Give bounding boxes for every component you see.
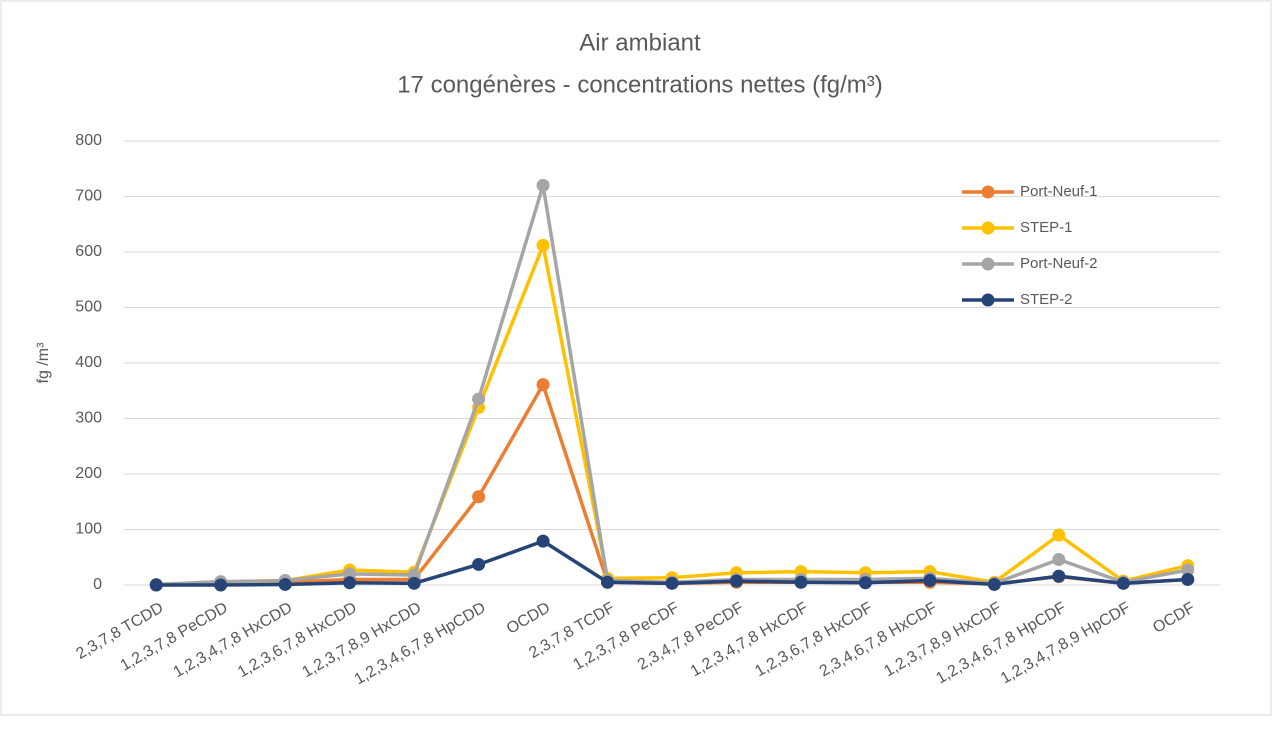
data-point: [536, 178, 550, 192]
data-point: [858, 576, 872, 590]
data-point: [343, 576, 357, 590]
y-tick-label: 0: [93, 576, 102, 593]
legend-marker: [981, 221, 995, 235]
data-point: [472, 557, 486, 571]
legend-marker: [981, 257, 995, 271]
data-point: [923, 574, 937, 588]
data-point: [987, 577, 1001, 591]
y-tick-label: 600: [75, 243, 102, 260]
data-point: [536, 378, 550, 392]
y-tick-label: 100: [75, 521, 102, 538]
legend-label: Port-Neuf-1: [1020, 183, 1098, 200]
data-point: [472, 490, 486, 504]
y-tick-label: 200: [75, 465, 102, 482]
y-tick-label: 300: [75, 410, 102, 427]
data-point: [407, 576, 421, 590]
data-point: [536, 238, 550, 252]
legend-marker: [981, 293, 995, 307]
data-point: [472, 392, 486, 406]
chart-subtitle: 17 congénères - concentrations nettes (f…: [397, 71, 883, 98]
data-point: [665, 576, 679, 590]
data-point: [1116, 576, 1130, 590]
legend-marker: [981, 185, 995, 199]
y-tick-label: 800: [75, 132, 102, 149]
data-point: [1052, 528, 1066, 542]
chart-title: Air ambiant: [579, 29, 701, 56]
data-point: [214, 578, 228, 592]
chart-border: [0, 0, 1272, 716]
legend-label: STEP-2: [1020, 291, 1073, 308]
data-point: [729, 574, 743, 588]
data-point: [1181, 572, 1195, 586]
data-point: [1052, 569, 1066, 583]
legend-label: STEP-1: [1020, 219, 1073, 236]
data-point: [601, 575, 615, 589]
data-point: [149, 578, 163, 592]
data-point: [278, 577, 292, 591]
y-tick-label: 400: [75, 354, 102, 371]
y-tick-label: 700: [75, 188, 102, 205]
data-point: [794, 575, 808, 589]
y-tick-label: 500: [75, 299, 102, 316]
data-point: [343, 567, 357, 581]
y-axis-label: fg /m³: [35, 342, 52, 384]
legend-label: Port-Neuf-2: [1020, 255, 1098, 272]
data-point: [1052, 552, 1066, 566]
data-point: [1181, 563, 1195, 577]
data-point: [536, 534, 550, 548]
